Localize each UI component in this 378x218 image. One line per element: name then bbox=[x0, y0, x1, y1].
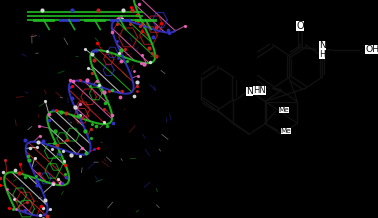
Text: Me: Me bbox=[280, 128, 291, 134]
Text: Me: Me bbox=[279, 107, 289, 113]
Text: OH: OH bbox=[365, 45, 378, 54]
Text: H: H bbox=[319, 50, 325, 59]
Polygon shape bbox=[273, 88, 281, 92]
Text: N: N bbox=[319, 41, 326, 50]
Text: HN: HN bbox=[253, 86, 266, 95]
Text: N: N bbox=[246, 87, 253, 96]
Text: O: O bbox=[296, 21, 304, 31]
